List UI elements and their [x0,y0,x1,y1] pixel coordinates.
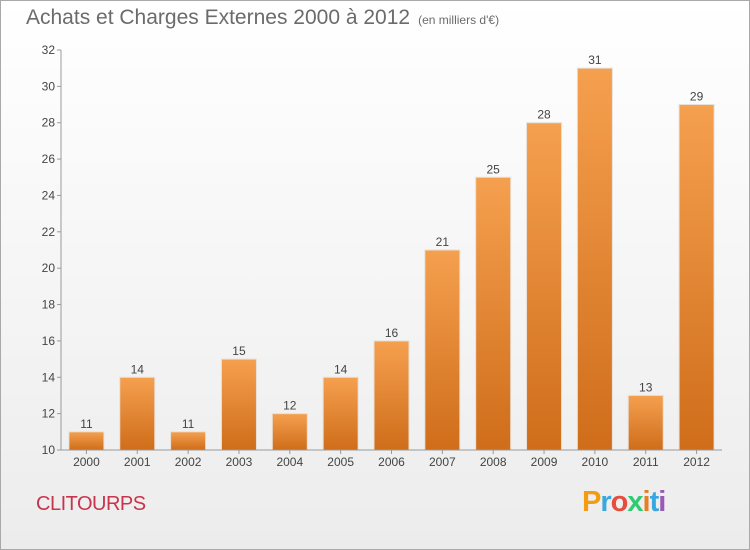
bar-2011 [627,394,664,451]
bar-value-label: 14 [334,362,348,376]
y-tick-label: 24 [42,188,56,202]
logo-letter: P [582,486,601,518]
x-tick-label: 2011 [633,455,659,469]
x-tick-label: 2003 [226,455,253,469]
y-tick-label: 32 [42,43,56,57]
x-tick-label: 2012 [683,455,710,469]
bar-2009 [526,122,563,451]
x-tick-label: 2000 [73,455,100,469]
bar-value-label: 25 [487,162,501,176]
x-tick-label: 2007 [429,455,456,469]
y-tick-label: 10 [42,443,56,457]
y-tick-label: 18 [42,298,56,312]
bar-value-label: 28 [537,108,551,122]
bar-value-label: 13 [639,380,653,394]
y-tick-label: 12 [42,407,56,421]
bar-2001 [119,376,156,451]
y-tick-label: 28 [42,116,56,130]
bar-value-label: 29 [690,90,704,104]
bar-2003 [220,358,257,451]
bar-value-label: 16 [385,326,399,340]
logo-letter: r [600,486,611,518]
bar-value-label: 14 [131,362,145,376]
logo-letter: i [658,486,666,518]
bar-value-label: 11 [80,417,93,431]
y-tick-label: 26 [42,152,56,166]
x-tick-label: 2004 [276,455,303,469]
bar-value-label: 12 [283,399,297,413]
title-text: Achats et Charges Externes 2000 à 2012 [26,6,411,29]
y-tick-label: 20 [42,261,56,275]
bar-2002 [170,431,207,451]
bar-2010 [576,67,613,451]
bar-2007 [424,249,461,451]
x-tick-label: 2010 [582,455,609,469]
bar-value-label: 11 [182,417,195,431]
x-tick-label: 2009 [531,455,558,469]
y-axis: 10 12 14 16 18 20 22 24 26 28 30 32 [42,43,62,457]
x-tick-label: 2001 [124,455,151,469]
unit-label: (en milliers d'€) [418,13,500,27]
bar-2005 [322,376,359,451]
y-tick-label: 14 [42,370,56,384]
logo-letter: x [627,486,643,518]
logo-letter: t [649,486,660,518]
bar-2004 [271,413,308,451]
y-tick-label: 30 [42,79,56,93]
bar-2006 [373,340,410,451]
x-tick-label: 2005 [327,455,354,469]
x-axis: 2000 2001 2002 2003 2004 2005 2006 2007 2008 2009… [61,449,722,469]
bar-2008 [475,176,512,451]
bar-2000 [68,431,105,451]
bar-value-label: 21 [436,235,450,249]
bar-value-label: 15 [232,344,246,358]
x-tick-label: 2002 [175,455,202,469]
y-tick-label: 16 [42,334,56,348]
x-tick-label: 2006 [378,455,405,469]
y-tick-label: 22 [42,225,56,239]
commune-name: CLITOURPS [36,493,146,515]
logo-letter: i [642,486,651,518]
proxiti-logo: Proxiti [582,486,666,519]
x-tick-label: 2008 [480,455,507,469]
logo-letter: o [610,486,629,518]
bars: 11 14 11 15 12 14 16 21 25 28 31 13 29 [68,53,715,451]
bar-value-label: 31 [588,53,602,67]
bar-2012 [678,104,715,451]
chart-title: Achats et Charges Externes 2000 à 2012 (e… [26,6,499,30]
